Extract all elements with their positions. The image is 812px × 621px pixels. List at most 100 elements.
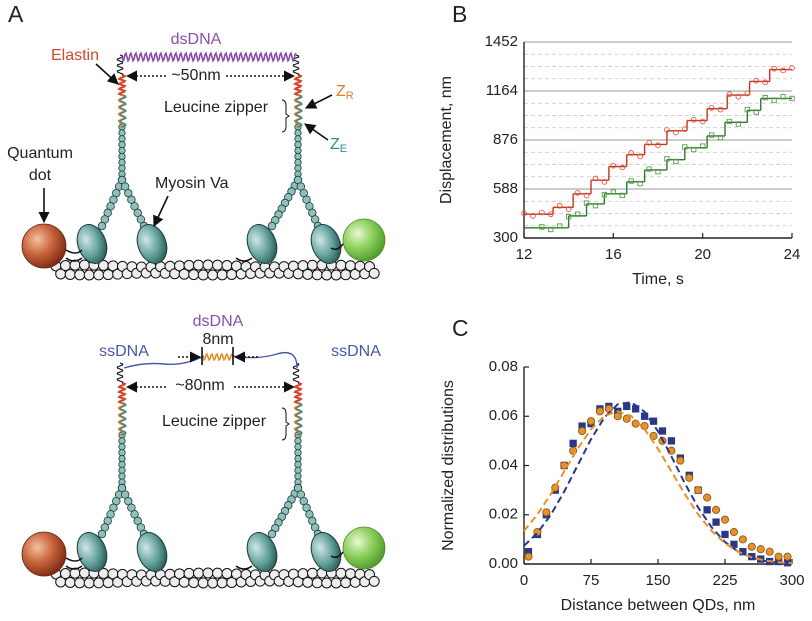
actin — [368, 575, 380, 587]
actin — [212, 567, 223, 579]
point — [655, 168, 661, 175]
point — [726, 91, 733, 98]
point — [726, 118, 733, 125]
coil — [117, 74, 127, 96]
actin — [340, 577, 352, 589]
point — [756, 545, 765, 554]
actin — [183, 259, 195, 271]
ssdna-label: ssDNA — [331, 343, 381, 360]
ze: Z — [330, 136, 340, 153]
point — [547, 211, 554, 218]
y-tick-label: 0.02 — [489, 506, 518, 523]
actin — [321, 577, 333, 589]
lever — [65, 257, 83, 262]
lever — [235, 565, 253, 570]
point — [699, 118, 706, 125]
actin — [307, 259, 318, 271]
point — [721, 530, 729, 539]
distance-label: ~80nm — [175, 377, 224, 394]
qd-linker — [65, 249, 83, 254]
point — [729, 527, 738, 537]
point — [717, 106, 724, 113]
bead — [118, 152, 126, 161]
actin — [216, 577, 228, 589]
panel-label: B — [452, 1, 467, 27]
pointer — [153, 195, 169, 228]
point — [566, 214, 572, 220]
point — [774, 552, 783, 561]
point — [700, 143, 706, 149]
helix — [121, 51, 297, 63]
elastin-label: Elastin — [51, 47, 99, 64]
lever — [65, 565, 83, 570]
point — [762, 94, 768, 101]
zipper-label: Leucine zipper — [162, 413, 267, 430]
bead — [118, 449, 126, 457]
actin — [302, 268, 314, 280]
actin — [368, 267, 380, 279]
bead — [294, 449, 302, 457]
qd-linker — [330, 551, 344, 559]
myosin-head — [246, 224, 278, 264]
x-tick-label: 300 — [779, 572, 804, 589]
point — [712, 505, 721, 514]
actin — [207, 577, 219, 589]
point — [583, 192, 590, 199]
actin — [202, 259, 214, 271]
point — [658, 427, 667, 435]
point — [649, 431, 658, 441]
point — [530, 213, 536, 219]
point — [691, 146, 697, 153]
x-axis-label: Distance between QDs, nm — [561, 597, 756, 614]
point — [780, 67, 786, 74]
point — [681, 126, 688, 132]
fit-line — [523, 410, 793, 565]
actin — [93, 577, 105, 589]
y-tick-label: 0.04 — [489, 456, 518, 473]
point — [789, 65, 795, 71]
point — [673, 129, 679, 136]
point — [673, 158, 679, 165]
bead — [118, 466, 126, 474]
bead — [118, 460, 126, 469]
point — [551, 483, 560, 492]
myosin-head — [246, 532, 278, 572]
ze-sub: E — [340, 143, 347, 155]
bead — [267, 529, 277, 539]
point — [521, 210, 527, 217]
coil — [295, 94, 303, 128]
bead — [294, 466, 302, 474]
bead — [118, 443, 126, 451]
actin — [74, 269, 86, 281]
actin — [207, 269, 219, 281]
pointer — [304, 94, 333, 109]
point — [586, 417, 596, 426]
bead — [118, 141, 126, 149]
point — [622, 414, 631, 423]
bead — [118, 454, 126, 463]
actin — [183, 567, 195, 579]
coil — [293, 382, 303, 404]
point — [703, 506, 711, 514]
point — [667, 437, 676, 445]
point — [619, 192, 625, 199]
point — [619, 164, 626, 171]
zr: Z — [336, 83, 346, 100]
point — [685, 473, 694, 482]
bead — [294, 135, 302, 143]
point — [771, 97, 777, 103]
point — [789, 95, 795, 102]
actin — [216, 269, 228, 281]
point — [655, 142, 661, 149]
point — [762, 79, 769, 86]
x-tick-label: 225 — [712, 572, 737, 589]
point — [694, 486, 703, 495]
actin — [311, 269, 323, 281]
point — [717, 134, 724, 141]
bead — [294, 164, 302, 172]
coil — [116, 362, 124, 383]
coil — [116, 54, 124, 75]
actin — [83, 577, 95, 589]
panel-label: C — [452, 315, 469, 341]
